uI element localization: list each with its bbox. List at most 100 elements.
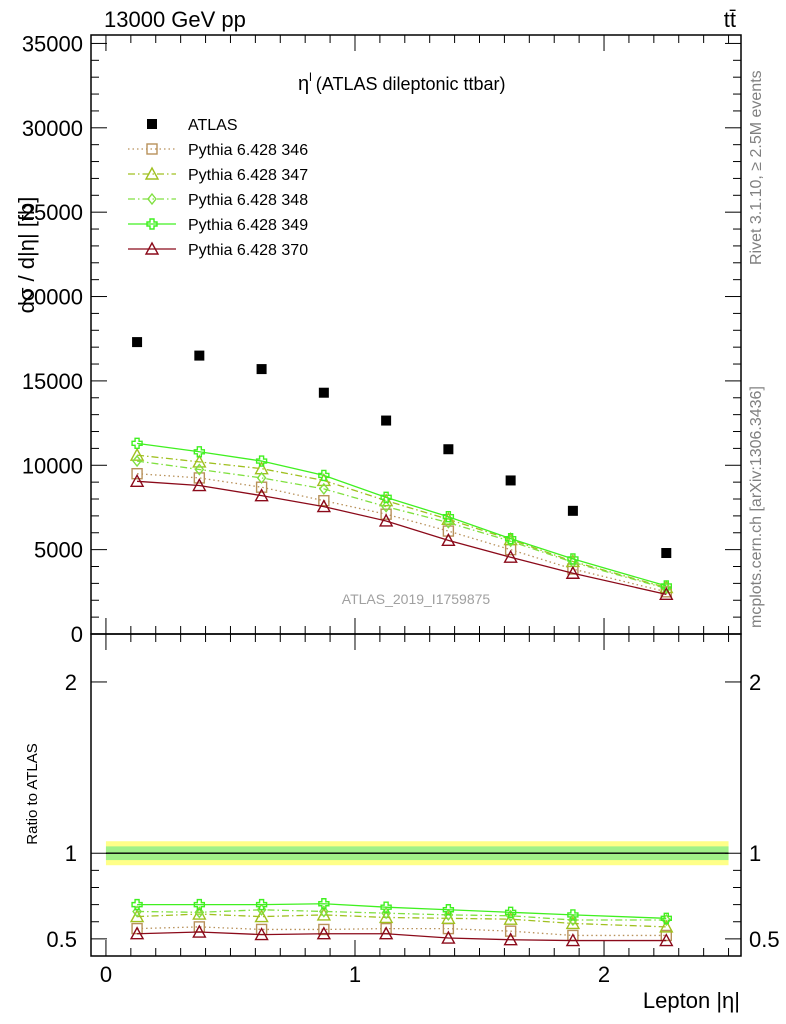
ratio-xtick-label: 2 [598,962,610,987]
ratio-point-p347 [503,911,518,925]
point-data [443,444,454,455]
legend-label-p370: Pythia 6.428 370 [188,242,308,259]
ratio-point-p349 [504,906,517,919]
point-p348 [318,482,329,496]
header-left-label: 13000 GeV pp [104,7,246,32]
ratio-point-p347 [565,915,581,930]
ratio-xlabel: Lepton |η| [643,988,740,1013]
legend-marker-p346 [146,143,158,155]
point-p348 [194,463,205,476]
legend-marker-data [147,119,157,129]
series-line-p348 [136,460,667,590]
point-p348 [661,582,672,595]
point-p370 [441,532,456,547]
point-p346 [318,495,330,507]
main-ytick-label: 10000 [22,453,83,478]
legend-label-p348: Pythia 6.428 348 [188,192,308,209]
point-data [132,337,143,348]
point-p349 [193,446,206,458]
main-ytick-label: 5000 [34,538,83,563]
ratio-line-p370 [137,931,667,942]
side-label-top: Rivet 3.1.10, ≥ 2.5M events [748,70,765,265]
point-p347 [129,447,145,461]
ratio-point-p349 [255,898,268,911]
point-p349 [318,469,330,482]
legend-label-p346: Pythia 6.428 346 [188,142,308,159]
ratio-line-p346 [137,926,667,937]
series-line-p370 [137,480,667,595]
ratio-point-p346 [318,923,330,936]
point-p346 [193,472,206,484]
ratio-ytick-label: 1 [65,841,77,866]
point-p370 [565,565,581,579]
ratio-ytick-label-right: 0.5 [749,927,780,952]
ratio-ylabel: Ratio to ATLAS [24,743,41,844]
ratio-frame [90,633,742,957]
point-p348 [381,500,392,513]
ratio-point-p347 [441,910,456,925]
ratio-point-p370 [565,933,581,947]
legend-marker-p370 [144,241,160,255]
ratio-point-p347 [129,909,145,923]
legend-label-data: ATLAS [188,117,238,134]
ratio-point-p349 [131,898,143,911]
ratio-ytick-label-right: 1 [749,841,761,866]
ratio-point-p347 [316,907,332,921]
ratio-point-p349 [318,898,330,910]
point-p370 [129,473,145,487]
ratio-point-p370 [441,930,456,944]
ratio-point-p346 [504,925,517,937]
main-ytick-label: 35000 [22,31,83,56]
ratio-xtick-label: 1 [349,962,361,987]
ratio-point-p370 [378,926,394,940]
main-ytick-label: 0 [71,622,83,647]
ratio-panel: 0.5 0.5 1 1 2 2 0 1 2 Ratio to ATLAS Lepton |η| [24,633,780,1013]
ratio-point-p349 [380,901,392,913]
ratio-point-p347 [659,919,674,933]
ratio-point-p349 [442,904,455,916]
point-p349 [380,491,392,504]
ratio-point-p349 [567,909,579,921]
side-label-bottom: mcplots.cern.ch [arXiv:1306.3436] [748,386,765,628]
legend-label-p347: Pythia 6.428 347 [188,167,308,184]
ratio-line-p348 [137,909,667,921]
analysis-watermark: ATLAS_2019_I1759875 [342,591,491,607]
point-p349 [255,455,268,467]
ratio-point-p370 [192,924,207,938]
point-p347 [192,454,207,468]
point-p370 [192,478,207,492]
point-p349 [504,532,517,545]
point-data [661,548,672,559]
point-data [318,387,329,398]
main-ytick-label: 25000 [22,200,83,225]
ratio-point-p370 [254,927,269,941]
point-data [567,505,578,516]
point-p370 [378,513,394,527]
series-line-p346 [137,473,667,593]
point-p347 [378,493,394,507]
ratio-point-p348 [318,905,329,918]
legend-label-p349: Pythia 6.428 349 [188,217,308,234]
main-title: ηl (ATLAS dileptonic ttbar) [298,70,506,95]
ratio-point-p347 [378,910,394,924]
ratio-point-p349 [660,912,672,925]
ratio-point-p348 [194,906,205,919]
point-p370 [316,499,332,513]
ratio-ytick-label: 2 [65,670,77,695]
ratio-point-p370 [503,932,518,946]
ratio-point-p349 [193,898,206,911]
ratio-point-p370 [129,926,145,940]
point-p347 [316,472,332,487]
point-p348 [256,471,267,485]
series-line-p347 [137,454,667,589]
point-data [381,415,392,426]
main-panel: 0 5000 10000 15000 20000 25000 30000 35000 dσ / … [14,31,742,647]
point-p370 [503,549,518,563]
ratio-ytick-label-right: 2 [749,670,761,695]
point-p346 [380,508,392,520]
point-p348 [132,454,142,468]
main-ytick-label: 15000 [22,369,83,394]
ratio-point-p370 [659,933,674,947]
main-ytick-label: 30000 [22,116,83,141]
point-p349 [131,437,143,450]
